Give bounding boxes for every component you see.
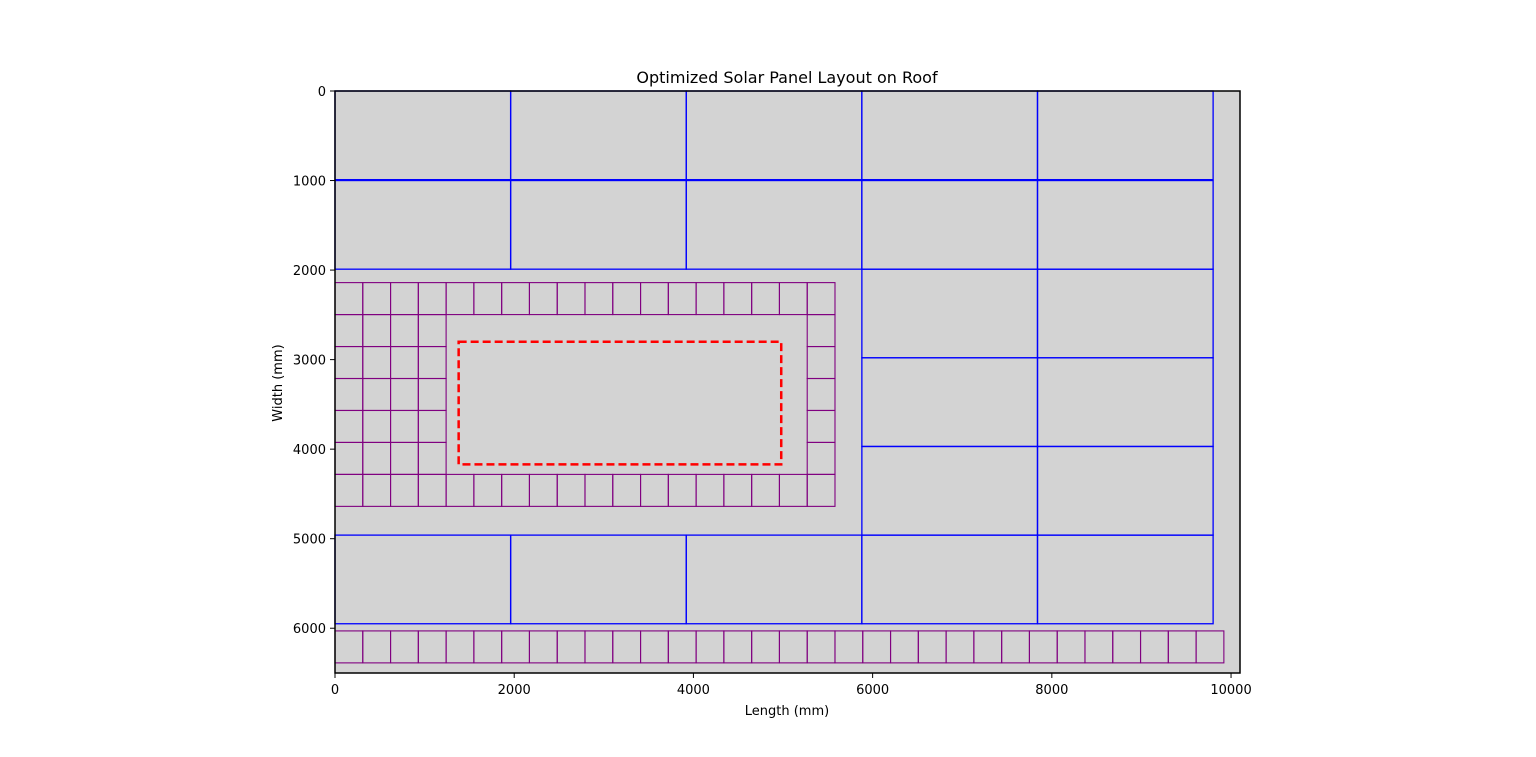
x-tick-label: 6000	[856, 683, 889, 698]
chart-title: Optimized Solar Panel Layout on Roof	[636, 68, 938, 87]
large-panel	[1036, 534, 1214, 625]
roof-area	[335, 91, 1240, 673]
x-tick-label: 4000	[677, 683, 710, 698]
x-tick-label: 0	[331, 683, 339, 698]
y-tick-label: 6000	[293, 622, 326, 637]
y-tick-label: 4000	[293, 443, 326, 458]
x-tick-label: 10000	[1210, 683, 1251, 698]
x-axis: 0 2000 4000 6000 8000 10000	[331, 673, 1252, 698]
plot-area	[334, 90, 1241, 674]
y-tick-label: 1000	[293, 175, 326, 190]
y-axis: 0 1000 2000 3000 4000 5000 6000	[293, 85, 335, 637]
axes-frame	[334, 90, 1241, 674]
x-tick-label: 2000	[498, 683, 531, 698]
y-tick-label: 2000	[293, 264, 326, 279]
y-tick-label: 5000	[293, 533, 326, 548]
x-tick-label: 8000	[1035, 683, 1068, 698]
small-panel	[1195, 630, 1225, 664]
obstacle-outline	[457, 340, 783, 466]
y-axis-label: Width (mm)	[271, 344, 286, 421]
x-axis-label: Length (mm)	[745, 704, 829, 719]
y-tick-label: 0	[318, 85, 326, 100]
small-panel	[806, 473, 836, 507]
y-tick-label: 3000	[293, 354, 326, 369]
